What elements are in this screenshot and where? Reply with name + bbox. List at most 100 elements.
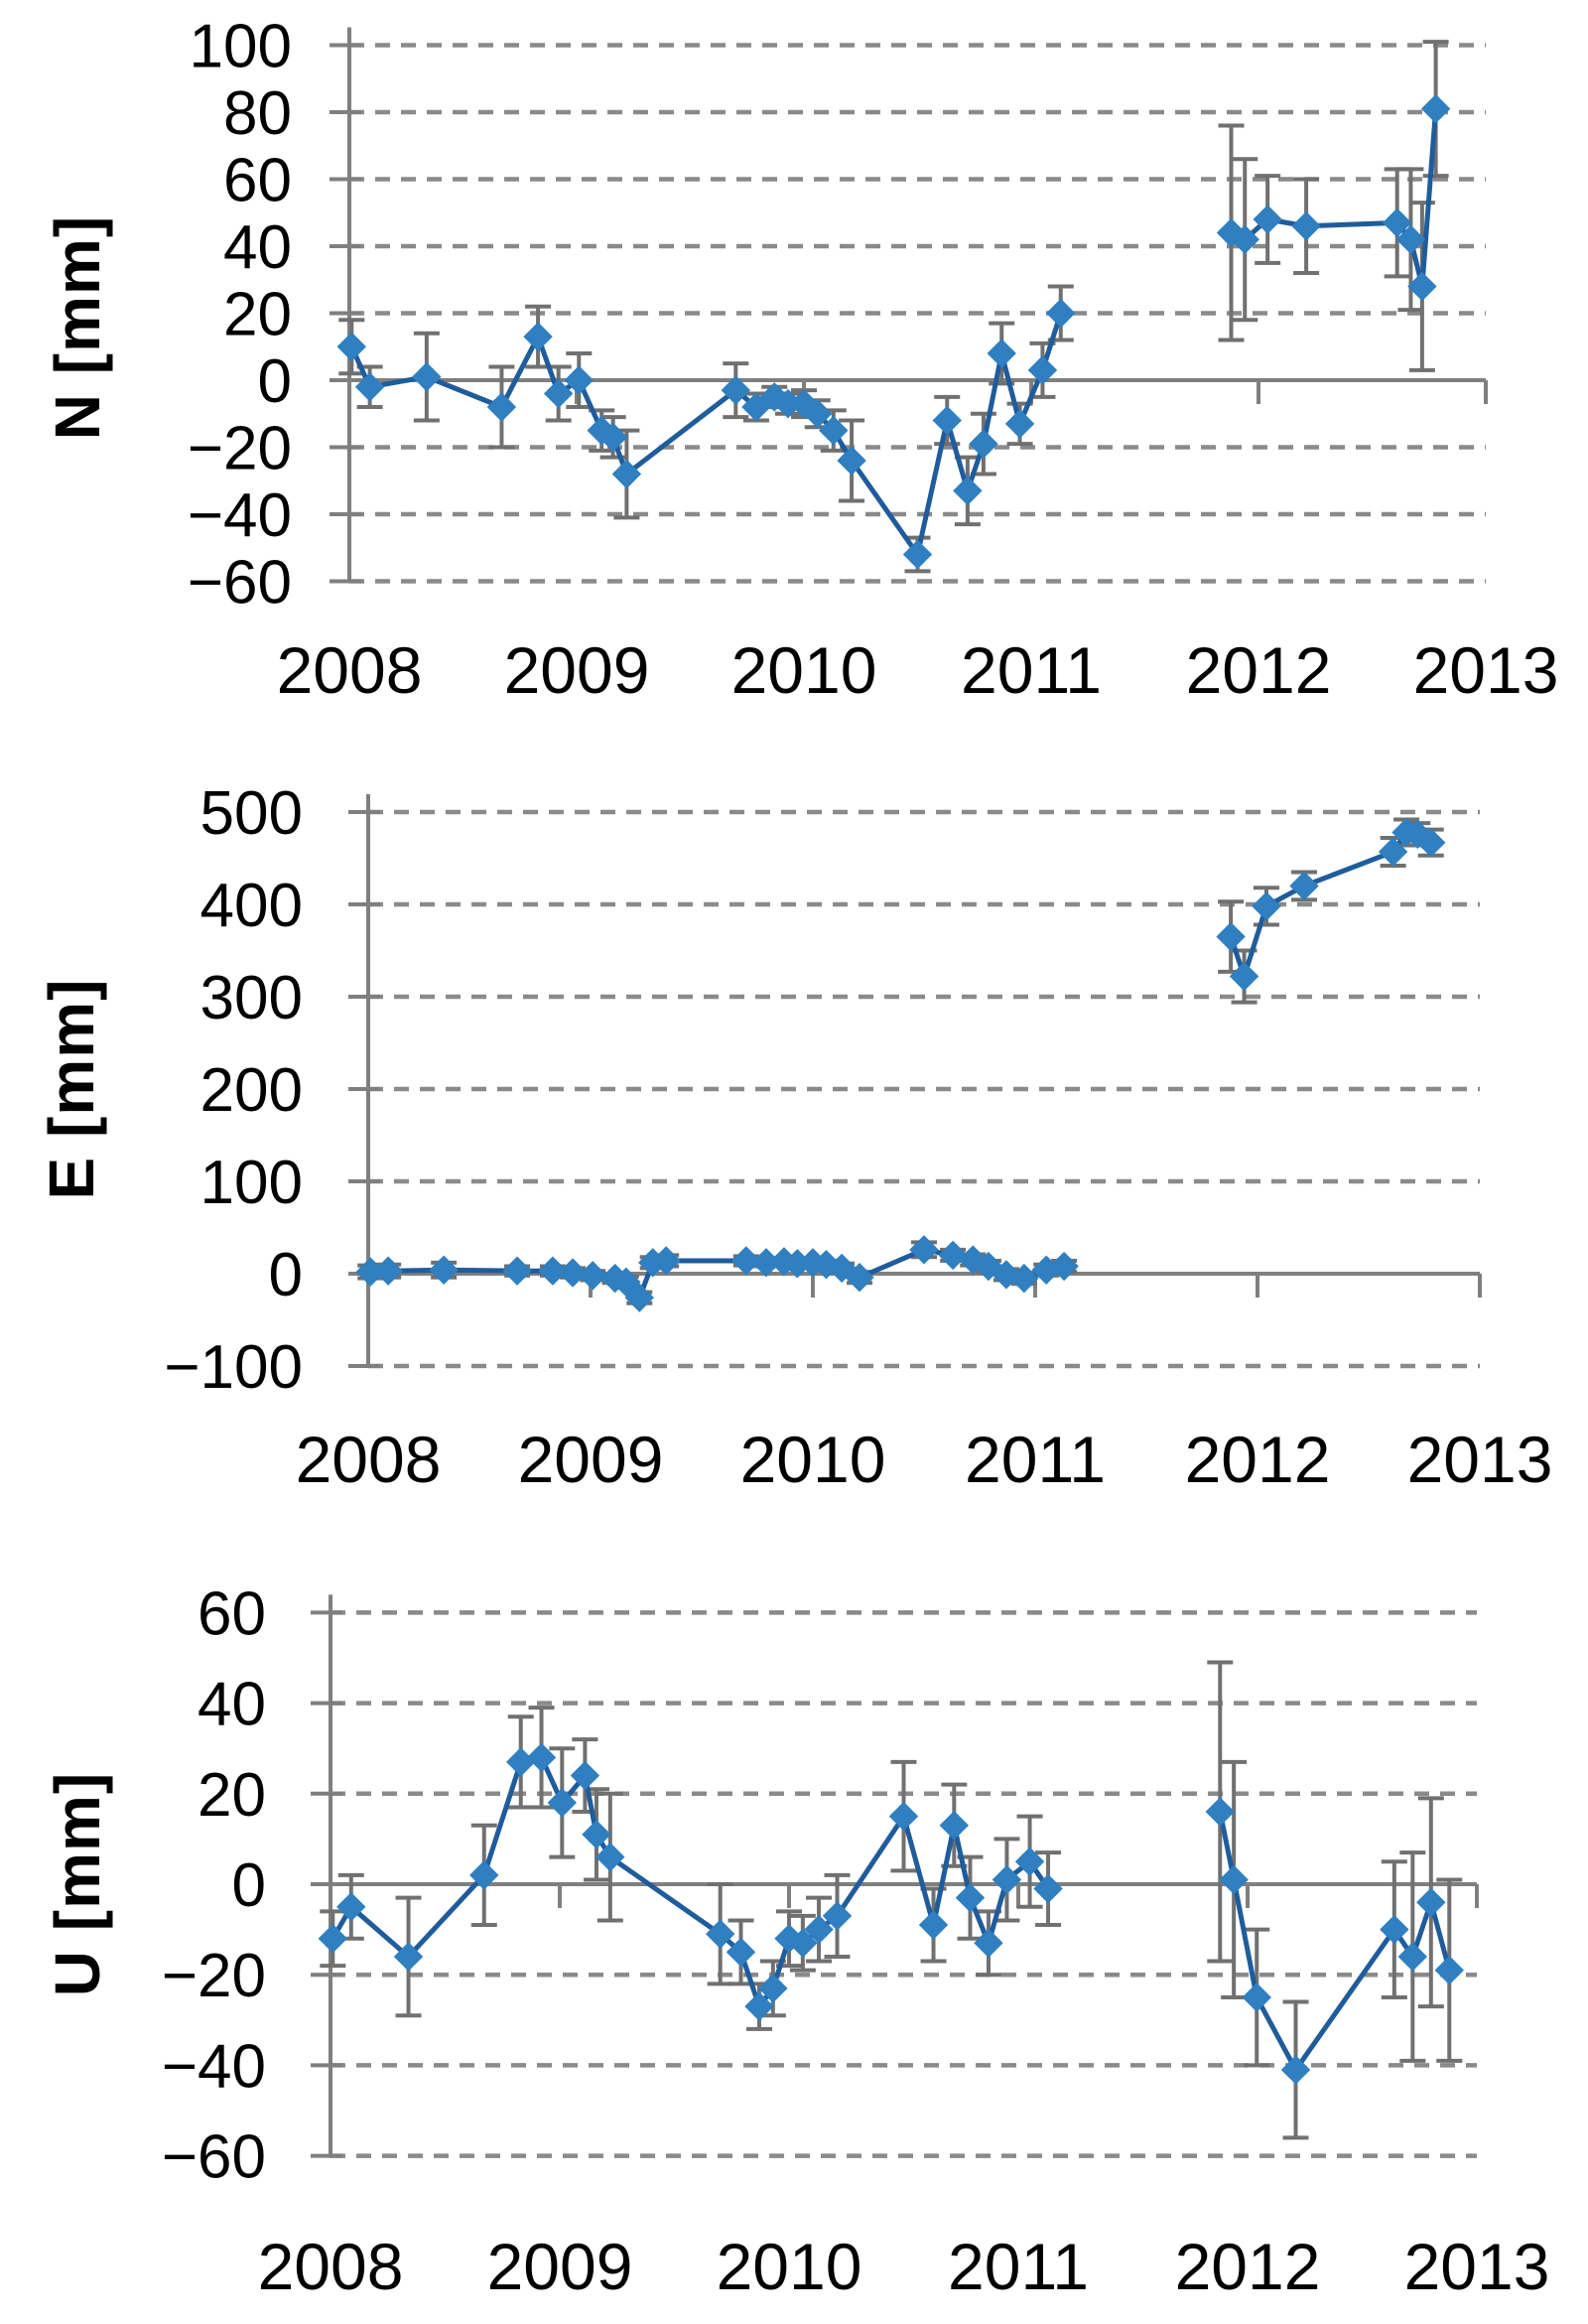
x-tick-label: 2012 xyxy=(1185,1423,1331,1496)
data-point-marker xyxy=(624,1283,654,1312)
data-point-marker xyxy=(939,1811,970,1841)
data-point-marker xyxy=(1416,1887,1446,1917)
data-point-marker xyxy=(373,1256,403,1286)
x-tick-label: 2011 xyxy=(961,633,1102,707)
markers xyxy=(355,817,1446,1312)
data-point-marker xyxy=(1219,1864,1249,1895)
y-tick-labels: 60 40 20 0 −20 −40 −60 xyxy=(162,1579,266,2191)
x-tick-label: 2009 xyxy=(518,1423,664,1496)
data-point-marker xyxy=(597,422,628,453)
data-point-marker xyxy=(469,1860,499,1890)
x-tick-label: 2008 xyxy=(258,2230,404,2303)
x-tick-label: 2009 xyxy=(487,2230,633,2303)
data-point-marker xyxy=(788,1928,818,1958)
data-point-marker xyxy=(538,1256,568,1286)
y-tick-label: 300 xyxy=(200,964,303,1032)
series-polyline xyxy=(1217,1811,1452,2073)
data-point-marker xyxy=(974,1928,1003,1958)
data-point-marker xyxy=(611,459,642,489)
data-point-marker xyxy=(1216,921,1246,952)
data-point-marker xyxy=(1395,224,1426,254)
data-point-marker xyxy=(336,332,366,361)
x-tick-label: 2013 xyxy=(1404,2230,1550,2303)
error-bars xyxy=(357,817,1444,1305)
data-point-marker xyxy=(1253,205,1282,234)
data-point-marker xyxy=(1229,961,1259,992)
data-point-marker xyxy=(578,1261,607,1291)
data-point-marker xyxy=(336,1892,366,1922)
y-axis-title-U: U [mm] xyxy=(42,1771,113,1997)
x-axis xyxy=(366,1272,1482,1298)
data-point-marker xyxy=(909,1235,939,1265)
chart-E: 500 400 300 200 100 0 −100 2008 2009 2010 2011 2012… xyxy=(164,779,1552,1496)
data-point-marker xyxy=(393,1942,424,1972)
data-point-marker xyxy=(744,1991,774,2021)
data-point-marker xyxy=(506,1747,536,1777)
markers xyxy=(336,93,1451,570)
y-tick-label: 400 xyxy=(200,872,303,940)
data-point-marker xyxy=(1014,1846,1045,1876)
y-tick-label: −60 xyxy=(188,549,292,617)
data-point-marker xyxy=(705,1919,735,1949)
data-point-marker xyxy=(564,365,594,395)
data-point-marker xyxy=(486,392,517,422)
gridlines xyxy=(368,809,1480,1369)
x-tick-label: 2012 xyxy=(1186,633,1332,707)
data-point-marker xyxy=(1416,827,1446,858)
y-tick-label: −60 xyxy=(162,2123,266,2192)
data-point-marker xyxy=(1291,211,1321,241)
x-tick-label: 2008 xyxy=(296,1423,442,1496)
y-tick-label: 20 xyxy=(223,281,292,349)
y-tick-label: −20 xyxy=(188,415,292,483)
data-point-marker xyxy=(1046,298,1076,329)
data-point-marker xyxy=(1205,1797,1235,1827)
data-point-marker xyxy=(721,375,751,405)
data-point-marker xyxy=(1407,271,1437,302)
data-point-marker xyxy=(412,361,442,392)
data-point-marker xyxy=(1420,93,1451,124)
data-point-marker xyxy=(570,1760,600,1791)
markers xyxy=(318,1742,1464,2085)
data-point-marker xyxy=(731,1246,761,1276)
y-tick-label: 0 xyxy=(269,1241,303,1309)
y-axis xyxy=(311,1594,342,2158)
data-point-marker xyxy=(726,1937,756,1968)
y-tick-label: 60 xyxy=(223,147,292,215)
x-tick-labels: 2008 2009 2010 2011 2012 2013 xyxy=(258,2230,1550,2303)
data-point-marker xyxy=(1252,891,1281,921)
data-point-marker xyxy=(523,322,553,351)
y-tick-labels: 500 400 300 200 100 0 −100 xyxy=(164,779,303,1402)
series-polyline xyxy=(349,312,1064,557)
y-axis-title-E: E [mm] xyxy=(36,978,107,1200)
data-point-marker xyxy=(651,1246,681,1276)
data-point-marker xyxy=(429,1255,459,1285)
chart-U: 60 40 20 0 −20 −40 −60 2008 2009 2010 2011 2012 2013 xyxy=(162,1579,1550,2303)
data-point-marker xyxy=(902,539,933,570)
y-tick-label: 20 xyxy=(198,1761,266,1830)
y-tick-label: 60 xyxy=(198,1579,266,1648)
y-tick-label: −40 xyxy=(188,481,292,550)
x-tick-label: 2010 xyxy=(717,2230,862,2303)
x-axis xyxy=(329,1882,1479,1908)
data-point-marker xyxy=(1382,207,1412,238)
data-point-marker xyxy=(611,1267,641,1298)
y-axis-title-N: N [mm] xyxy=(42,214,113,441)
x-tick-label: 2012 xyxy=(1175,2230,1321,2303)
data-point-marker xyxy=(582,1820,611,1849)
series-polyline xyxy=(1230,108,1439,289)
data-point-marker xyxy=(969,429,998,459)
y-tick-label: 200 xyxy=(200,1056,303,1125)
data-point-marker xyxy=(938,1240,968,1271)
data-point-marker xyxy=(354,372,385,402)
data-point-marker xyxy=(318,1924,348,1954)
y-tick-label: 80 xyxy=(223,79,292,148)
y-tick-label: −100 xyxy=(164,1333,303,1402)
x-tick-label: 2011 xyxy=(965,1423,1106,1496)
x-tick-labels: 2008 2009 2010 2011 2012 2013 xyxy=(296,1423,1553,1496)
y-tick-label: 40 xyxy=(223,213,292,282)
data-point-marker xyxy=(1289,871,1319,901)
y-tick-label: 0 xyxy=(258,347,292,416)
data-point-marker xyxy=(543,378,574,409)
y-tick-label: −20 xyxy=(162,1942,266,2010)
